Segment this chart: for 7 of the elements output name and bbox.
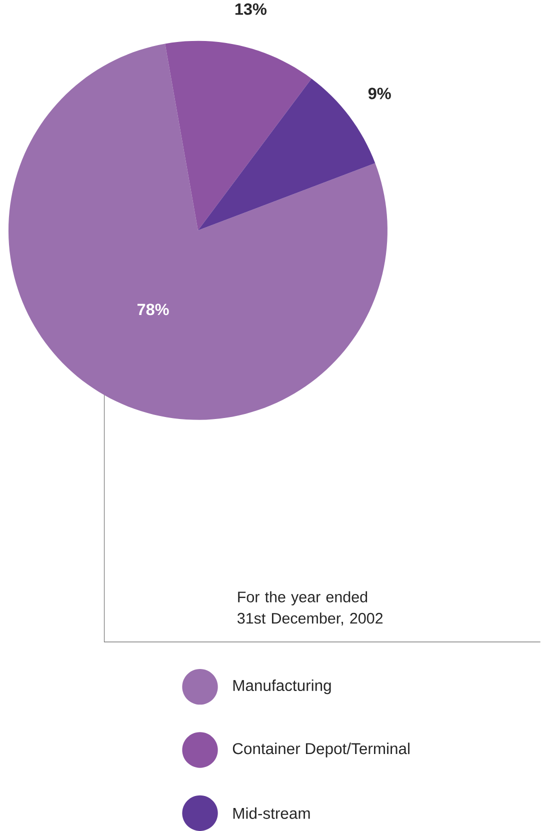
legend-label: Manufacturing xyxy=(234,679,331,694)
data-label: 78% xyxy=(138,304,170,316)
text: For the year ended 31st December, 2002 xyxy=(238,591,383,626)
data-label: 13% xyxy=(236,3,267,15)
data-label: 9% xyxy=(368,88,392,100)
legend-label: Mid-stream xyxy=(234,807,310,819)
legend-label: Container Depot/Terminal xyxy=(233,742,410,758)
